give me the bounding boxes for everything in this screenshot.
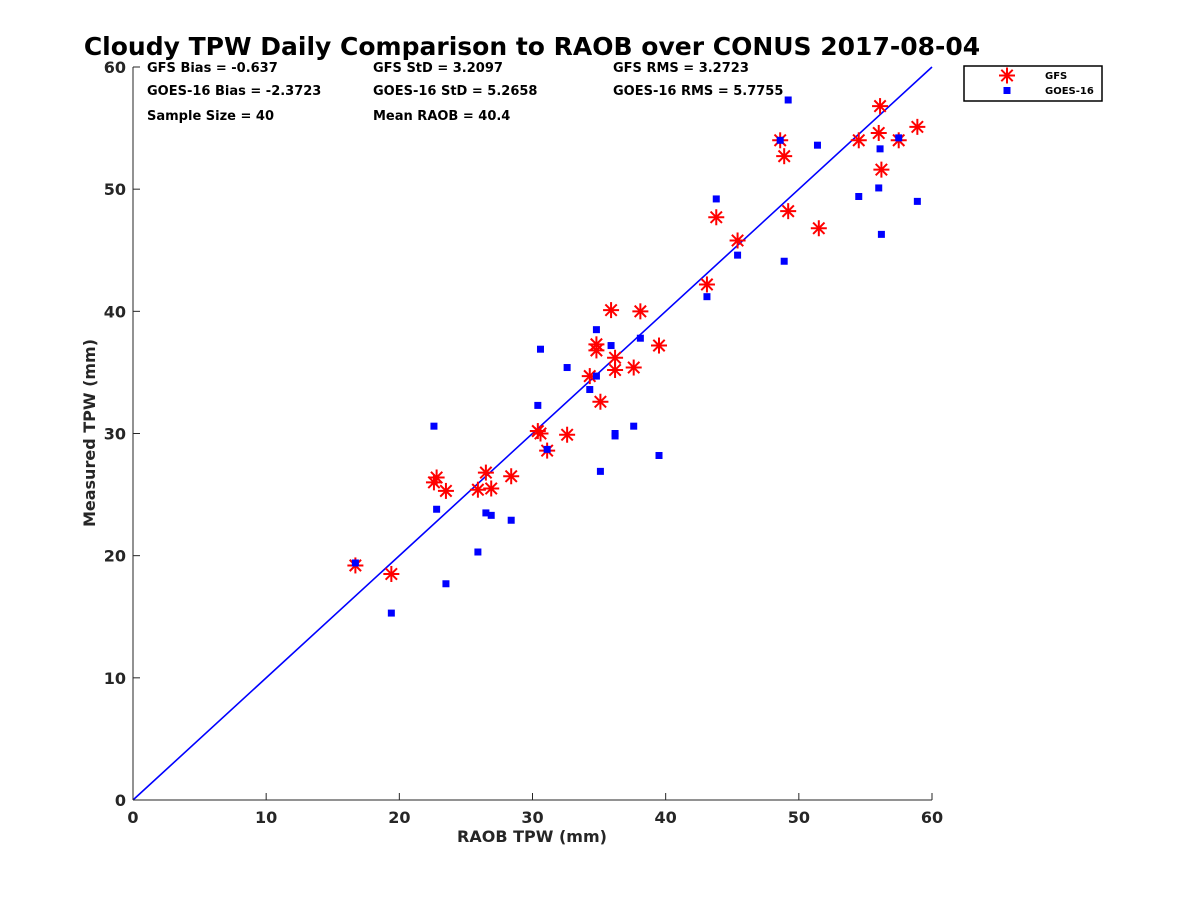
x-tick-label: 40 bbox=[655, 808, 677, 827]
x-tick-label: 30 bbox=[521, 808, 543, 827]
x-tick-label: 0 bbox=[127, 808, 138, 827]
goes16-point bbox=[474, 548, 482, 556]
goes16-point bbox=[784, 96, 792, 104]
gfs-point bbox=[708, 209, 725, 226]
goes16-point bbox=[507, 516, 515, 524]
goes16-point bbox=[543, 445, 551, 453]
gfs-point bbox=[810, 220, 827, 237]
stat-text: GOES-16 StD = 5.2658 bbox=[373, 84, 537, 99]
gfs-point bbox=[503, 468, 520, 485]
legend-goes16-marker bbox=[1003, 87, 1011, 94]
goes16-point bbox=[813, 141, 821, 149]
y-tick-label: 30 bbox=[104, 425, 126, 444]
chart-title: Cloudy TPW Daily Comparison to RAOB over… bbox=[84, 32, 980, 61]
stat-text: GOES-16 Bias = -2.3723 bbox=[147, 84, 321, 99]
goes16-point bbox=[876, 145, 884, 153]
gfs-point bbox=[780, 203, 797, 220]
goes16-point bbox=[913, 197, 921, 205]
gfs-point bbox=[588, 342, 605, 359]
gfs-point bbox=[592, 393, 609, 410]
x-tick-label: 20 bbox=[388, 808, 410, 827]
stat-text: GFS Bias = -0.637 bbox=[147, 61, 278, 76]
x-tick-label: 50 bbox=[788, 808, 810, 827]
y-tick-label: 20 bbox=[104, 547, 126, 566]
gfs-point bbox=[776, 148, 793, 165]
goes16-point bbox=[703, 293, 711, 301]
gfs-point bbox=[909, 118, 926, 135]
goes16-point bbox=[712, 195, 720, 203]
gfs-point bbox=[483, 480, 500, 497]
goes16-point bbox=[487, 511, 495, 519]
gfs-point bbox=[729, 232, 746, 249]
gfs-point bbox=[607, 361, 624, 378]
gfs-point bbox=[477, 464, 494, 481]
stat-text: Mean RAOB = 40.4 bbox=[373, 109, 510, 124]
gfs-point bbox=[870, 124, 887, 141]
stat-text: GFS RMS = 3.2723 bbox=[613, 61, 749, 76]
y-tick-label: 40 bbox=[104, 302, 126, 321]
gfs-point bbox=[872, 98, 889, 115]
goes16-point bbox=[655, 451, 663, 459]
goes16-point bbox=[611, 430, 619, 437]
goes16-point bbox=[563, 364, 571, 372]
goes16-point bbox=[895, 134, 903, 142]
series-goes16 bbox=[351, 96, 921, 617]
goes16-point bbox=[855, 192, 863, 200]
stats-block: GFS Bias = -0.637 GFS StD = 3.2097 GFS RMS… bbox=[147, 61, 783, 124]
goes16-point bbox=[607, 342, 615, 350]
gfs-point bbox=[698, 276, 715, 293]
legend-box bbox=[963, 65, 1103, 102]
legend-gfs-marker bbox=[999, 67, 1015, 84]
goes16-point bbox=[586, 386, 594, 394]
goes16-point bbox=[596, 467, 604, 475]
goes16-point bbox=[776, 136, 784, 144]
goes16-point bbox=[780, 257, 788, 265]
legend-goes16-label: GOES-16 bbox=[1045, 86, 1094, 97]
gfs-point bbox=[559, 426, 576, 443]
gfs-point bbox=[469, 481, 486, 498]
y-tick-label: 10 bbox=[104, 669, 126, 688]
y-axis-label: Measured TPW (mm) bbox=[80, 339, 99, 527]
goes16-point bbox=[734, 251, 742, 259]
y-ticks: 0 10 20 30 40 50 60 bbox=[104, 58, 140, 810]
goes16-point bbox=[387, 609, 395, 617]
goes16-point bbox=[482, 509, 490, 517]
goes16-point bbox=[534, 401, 542, 409]
series-gfs bbox=[347, 98, 926, 582]
goes16-point bbox=[592, 326, 600, 334]
goes16-point bbox=[636, 334, 644, 342]
goes16-point bbox=[877, 230, 885, 238]
x-tick-label: 60 bbox=[921, 808, 943, 827]
y-tick-label: 60 bbox=[104, 58, 126, 77]
x-tick-label: 10 bbox=[255, 808, 277, 827]
goes16-point bbox=[442, 580, 450, 588]
goes16-point bbox=[630, 422, 638, 430]
stat-text: Sample Size = 40 bbox=[147, 109, 274, 124]
gfs-point bbox=[437, 482, 454, 499]
goes16-point bbox=[592, 372, 600, 380]
y-tick-label: 0 bbox=[115, 791, 126, 810]
gfs-point bbox=[603, 302, 620, 319]
goes16-point bbox=[536, 345, 544, 353]
gfs-point bbox=[873, 161, 890, 178]
gfs-point bbox=[428, 469, 445, 486]
goes16-point bbox=[351, 559, 359, 567]
legend: GFS GOES-16 bbox=[963, 65, 1103, 102]
gfs-point bbox=[651, 337, 668, 354]
legend-gfs-label: GFS bbox=[1045, 71, 1067, 82]
x-axis-label: RAOB TPW (mm) bbox=[457, 827, 607, 846]
stat-text: GOES-16 RMS = 5.7755 bbox=[613, 84, 783, 99]
y-tick-label: 50 bbox=[104, 180, 126, 199]
stat-text: GFS StD = 3.2097 bbox=[373, 61, 503, 76]
goes16-point bbox=[875, 184, 883, 192]
gfs-point bbox=[625, 359, 642, 376]
gfs-point bbox=[383, 565, 400, 582]
gfs-point bbox=[532, 425, 549, 442]
goes16-point bbox=[433, 505, 441, 513]
gfs-point bbox=[850, 132, 867, 149]
x-ticks: 0 10 20 30 40 50 60 bbox=[127, 793, 943, 827]
gfs-point bbox=[632, 303, 649, 320]
goes16-point bbox=[430, 422, 438, 430]
